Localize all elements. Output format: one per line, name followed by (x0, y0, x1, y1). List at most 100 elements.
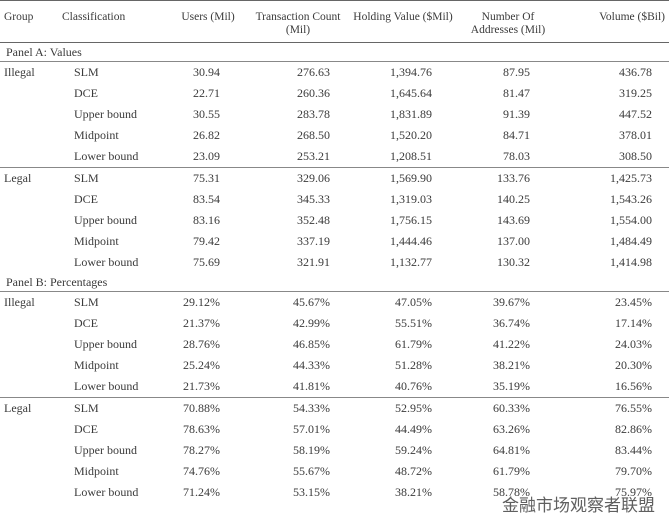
data-row: DCE 21.37% 42.99% 55.51% 36.74% 17.14% (0, 313, 669, 334)
cell-value: 436.78 (619, 65, 652, 79)
column-header: Holding Value ($Mil) (348, 0, 458, 43)
group-cell (0, 461, 58, 482)
data-row: Upper bound 30.55 283.78 1,831.89 91.39 447.5… (0, 104, 669, 125)
cell-value: 58.19% (293, 443, 330, 457)
cell-value: 253.21 (297, 149, 330, 163)
cell-value: 36.74% (493, 316, 530, 330)
classification: Lower bound (74, 149, 139, 163)
cell-value: 25.24% (183, 358, 220, 372)
cell-value: 75.97% (615, 485, 652, 499)
cell-value: 1,569.90 (348, 167, 458, 189)
cell-value: 78.03 (503, 149, 530, 163)
cell-value: 1,756.15 (390, 213, 432, 227)
panel-row: Panel A: Values (0, 42, 669, 62)
classification: Lower bound (74, 255, 139, 269)
cell-value: 28.76% (183, 337, 220, 351)
group-cell (0, 252, 58, 273)
cell-value: 60.33% (458, 397, 558, 419)
results-table: Group Classification Users (Mil) Transactio… (0, 0, 669, 499)
group-name: Legal (0, 167, 58, 189)
cell-value: 64.81% (493, 443, 530, 457)
cell-value: 21.73% (183, 379, 220, 393)
cell-value: 61.79% (493, 464, 530, 478)
data-row: Upper bound 83.16 352.48 1,756.15 143.69 1,55… (0, 210, 669, 231)
cell-value: 21.37% (183, 316, 220, 330)
cell-value: 30.94 (193, 65, 220, 79)
data-row: Midpoint 74.76% 55.67% 48.72% 61.79% 79.70% (0, 461, 669, 482)
data-row: Upper bound 28.76% 46.85% 61.79% 41.22% 24.03… (0, 334, 669, 355)
cell-value: 79.70% (615, 464, 652, 478)
cell-value: 23.45% (615, 295, 652, 309)
cell-value: 308.50 (619, 149, 652, 163)
data-row: Lower bound 21.73% 41.81% 40.76% 35.19% 16.56… (0, 376, 669, 398)
cell-value: 1,319.03 (390, 192, 432, 206)
cell-value: 268.50 (297, 128, 330, 142)
cell-value: 20.30% (615, 358, 652, 372)
classification: DCE (74, 192, 98, 206)
cell-value: 83.54 (193, 192, 220, 206)
cell-value: 345.33 (297, 192, 330, 206)
data-row: Midpoint 26.82 268.50 1,520.20 84.71 378.01 (0, 125, 669, 146)
group-name: Legal (0, 397, 58, 419)
cell-value: 40.76% (395, 379, 432, 393)
cell-value: 38.21% (395, 485, 432, 499)
classification: Upper bound (74, 107, 137, 121)
cell-value: 276.63 (297, 65, 330, 79)
group-cell (0, 355, 58, 376)
classification: Midpoint (74, 234, 119, 248)
data-row: Illegal SLM 29.12% 45.67% 47.05% 39.67% 23.45% (0, 292, 669, 314)
cell-value: 82.86% (615, 422, 652, 436)
column-header: Classification (58, 0, 168, 43)
cell-value: 54.33% (248, 397, 348, 419)
cell-value: 75.69 (193, 255, 220, 269)
panel-title: Panel A: Values (0, 42, 669, 62)
cell-value: 30.55 (193, 107, 220, 121)
cell-value: 260.36 (297, 86, 330, 100)
data-row: Midpoint 25.24% 44.33% 51.28% 38.21% 20.30% (0, 355, 669, 376)
header-row: Group Classification Users (Mil) Transactio… (0, 0, 669, 43)
watermark: 金融市场观察者联盟 (502, 496, 655, 516)
cell-value: 55.67% (293, 464, 330, 478)
group-cell (0, 313, 58, 334)
cell-value: 52.95% (348, 397, 458, 419)
data-row: Midpoint 79.42 337.19 1,444.46 137.00 1,484.4… (0, 231, 669, 252)
classification: DCE (74, 86, 98, 100)
column-header: Users (Mil) (168, 0, 248, 43)
group-cell (0, 376, 58, 398)
group-cell (0, 231, 58, 252)
data-row: Legal SLM 75.31 329.06 1,569.90 133.76 1,425.7… (0, 167, 669, 189)
cell-value: 35.19% (493, 379, 530, 393)
cell-value: 337.19 (297, 234, 330, 248)
data-row: Upper bound 78.27% 58.19% 59.24% 64.81% 83.44… (0, 440, 669, 461)
column-header: Volume ($Bil) (558, 0, 669, 43)
group-cell (0, 334, 58, 355)
data-row: Legal SLM 70.88% 54.33% 52.95% 60.33% 76.55% (0, 397, 669, 419)
group-cell (0, 189, 58, 210)
cell-value: 55.51% (395, 316, 432, 330)
cell-value: 1,645.64 (390, 86, 432, 100)
cell-value: 41.22% (493, 337, 530, 351)
group-name: Illegal (4, 65, 35, 79)
cell-value: 1,484.49 (610, 234, 652, 248)
cell-value: 41.81% (293, 379, 330, 393)
cell-value: 1,414.98 (610, 255, 652, 269)
cell-value: 447.52 (619, 107, 652, 121)
cell-value: 329.06 (248, 167, 348, 189)
classification: Midpoint (74, 464, 119, 478)
classification: DCE (74, 316, 98, 330)
panel-row: Panel B: Percentages (0, 273, 669, 292)
cell-value: 319.25 (619, 86, 652, 100)
cell-value: 1,425.73 (558, 167, 669, 189)
cell-value: 26.82 (193, 128, 220, 142)
group-cell (0, 83, 58, 104)
cell-value: 22.71 (193, 86, 220, 100)
classification: Lower bound (74, 379, 139, 393)
classification: DCE (74, 422, 98, 436)
cell-value: 321.91 (297, 255, 330, 269)
cell-value: 143.69 (497, 213, 530, 227)
cell-value: 61.79% (395, 337, 432, 351)
cell-value: 352.48 (297, 213, 330, 227)
cell-value: 84.71 (503, 128, 530, 142)
cell-value: 46.85% (293, 337, 330, 351)
